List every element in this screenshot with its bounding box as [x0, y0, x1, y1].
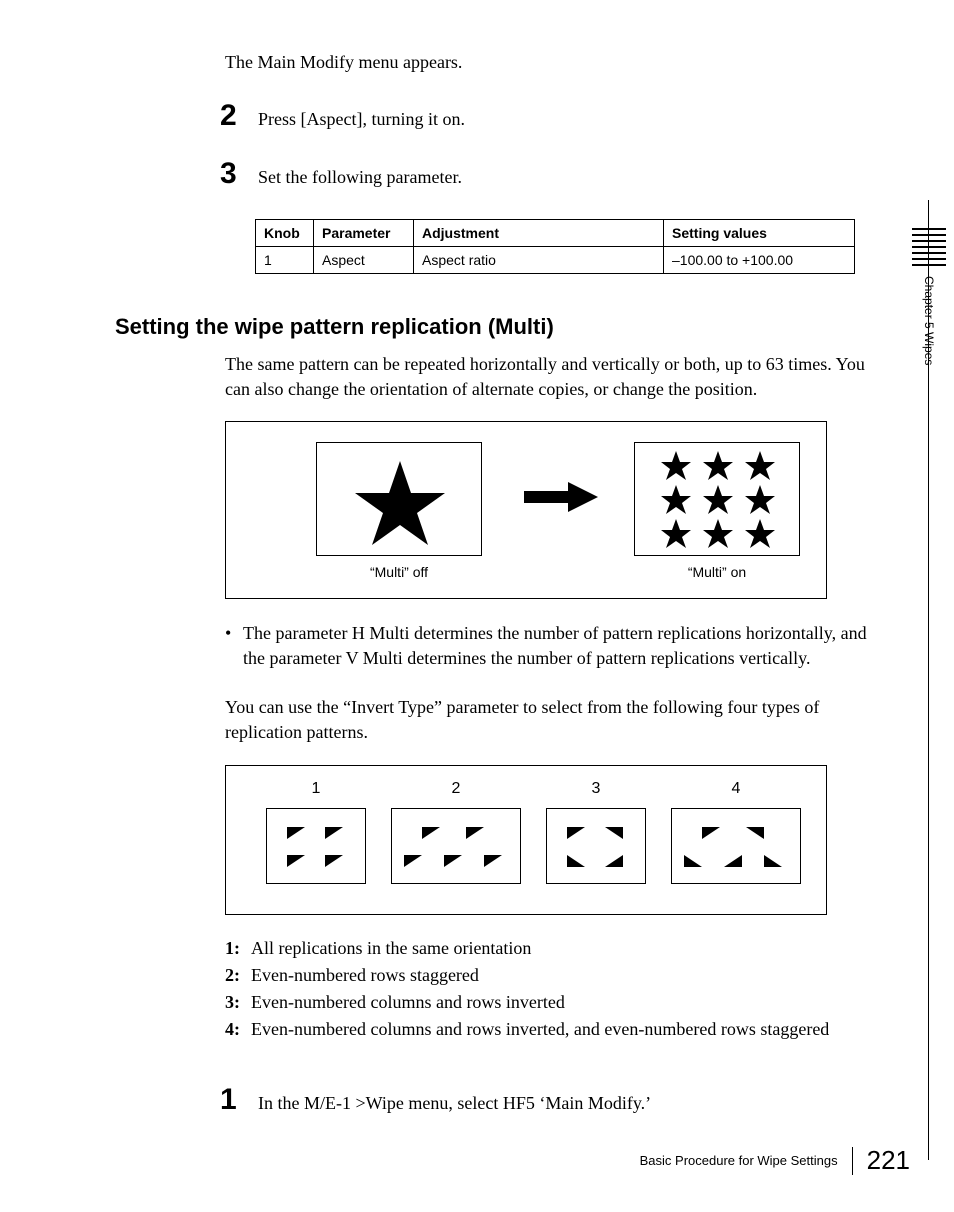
invert-type-paragraph: You can use the “Invert Type” parameter …	[225, 695, 875, 745]
def-val: Even-numbered rows staggered	[249, 962, 875, 989]
step-3: 3 Set the following parameter.	[220, 157, 875, 191]
step-number: 2	[220, 99, 258, 133]
invert-type-label: 3	[546, 780, 646, 798]
page-side-rule	[928, 200, 929, 1160]
footer-section-title: Basic Procedure for Wipe Settings	[640, 1153, 852, 1168]
def-val: Even-numbered columns and rows inverted,…	[249, 1016, 875, 1043]
def-row: 2:Even-numbered rows staggered	[225, 962, 875, 989]
cell-param: Aspect	[314, 247, 414, 274]
def-row: 4:Even-numbered columns and rows inverte…	[225, 1016, 875, 1043]
section-heading: Setting the wipe pattern replication (Mu…	[115, 314, 875, 340]
table-header-row: Knob Parameter Adjustment Setting values	[256, 220, 855, 247]
arrow-icon	[524, 482, 598, 512]
col-setting-values: Setting values	[664, 220, 855, 247]
cell-values: –100.00 to +100.00	[664, 247, 855, 274]
bullet-text: The parameter H Multi determines the num…	[243, 621, 875, 671]
invert-type-2: 2	[391, 780, 521, 884]
invert-type-1: 1	[266, 780, 366, 884]
multi-off-on-figure: “Multi” off “Multi” on	[225, 421, 827, 599]
multi-off-label: “Multi” off	[316, 564, 482, 580]
col-adjustment: Adjustment	[414, 220, 664, 247]
chapter-side-label: Chapter 5 Wipes	[922, 276, 936, 365]
invert-type-definitions: 1:All replications in the same orientati…	[225, 935, 875, 1043]
def-val: All replications in the same orientation	[249, 935, 875, 962]
bullet-marker: •	[225, 621, 243, 671]
def-key: 3:	[225, 989, 249, 1016]
pattern-box-1	[266, 808, 366, 884]
def-key: 4:	[225, 1016, 249, 1043]
step-number: 3	[220, 157, 258, 191]
step-text: In the M/E-1 >Wipe menu, select HF5 ‘Mai…	[258, 1089, 651, 1114]
step-number: 1	[220, 1083, 258, 1117]
page-footer: Basic Procedure for Wipe Settings 221	[640, 1145, 910, 1176]
page-content: The Main Modify menu appears. 2 Press [A…	[115, 50, 875, 1117]
multi-off-box	[316, 442, 482, 556]
bullet-paragraph: • The parameter H Multi determines the n…	[225, 621, 875, 671]
def-row: 1:All replications in the same orientati…	[225, 935, 875, 962]
cell-knob: 1	[256, 247, 314, 274]
footer-divider	[852, 1147, 853, 1175]
pattern-box-3	[546, 808, 646, 884]
section-paragraph: The same pattern can be repeated horizon…	[225, 352, 875, 402]
step-1b: 1 In the M/E-1 >Wipe menu, select HF5 ‘M…	[220, 1083, 875, 1117]
def-val: Even-numbered columns and rows inverted	[249, 989, 875, 1016]
table-row: 1 Aspect Aspect ratio –100.00 to +100.00	[256, 247, 855, 274]
step-text: Set the following parameter.	[258, 163, 462, 188]
cell-adjust: Aspect ratio	[414, 247, 664, 274]
star-single	[317, 443, 483, 557]
def-row: 3:Even-numbered columns and rows inverte…	[225, 989, 875, 1016]
invert-type-label: 2	[391, 780, 521, 798]
step-2: 2 Press [Aspect], turning it on.	[220, 99, 875, 133]
invert-type-label: 4	[671, 780, 801, 798]
def-key: 1:	[225, 935, 249, 962]
page-number: 221	[867, 1145, 910, 1176]
invert-type-figure: 1 2 3	[225, 765, 827, 915]
invert-type-3: 3	[546, 780, 646, 884]
pattern-box-2	[391, 808, 521, 884]
col-knob: Knob	[256, 220, 314, 247]
invert-type-label: 1	[266, 780, 366, 798]
multi-on-box	[634, 442, 800, 556]
pattern-box-4	[671, 808, 801, 884]
def-key: 2:	[225, 962, 249, 989]
thumb-index-lines	[912, 228, 946, 266]
parameter-table: Knob Parameter Adjustment Setting values…	[255, 219, 855, 274]
intro-text: The Main Modify menu appears.	[225, 50, 875, 75]
step-text: Press [Aspect], turning it on.	[258, 105, 465, 130]
col-parameter: Parameter	[314, 220, 414, 247]
invert-type-4: 4	[671, 780, 801, 884]
multi-on-label: “Multi” on	[634, 564, 800, 580]
star-grid	[635, 443, 801, 557]
